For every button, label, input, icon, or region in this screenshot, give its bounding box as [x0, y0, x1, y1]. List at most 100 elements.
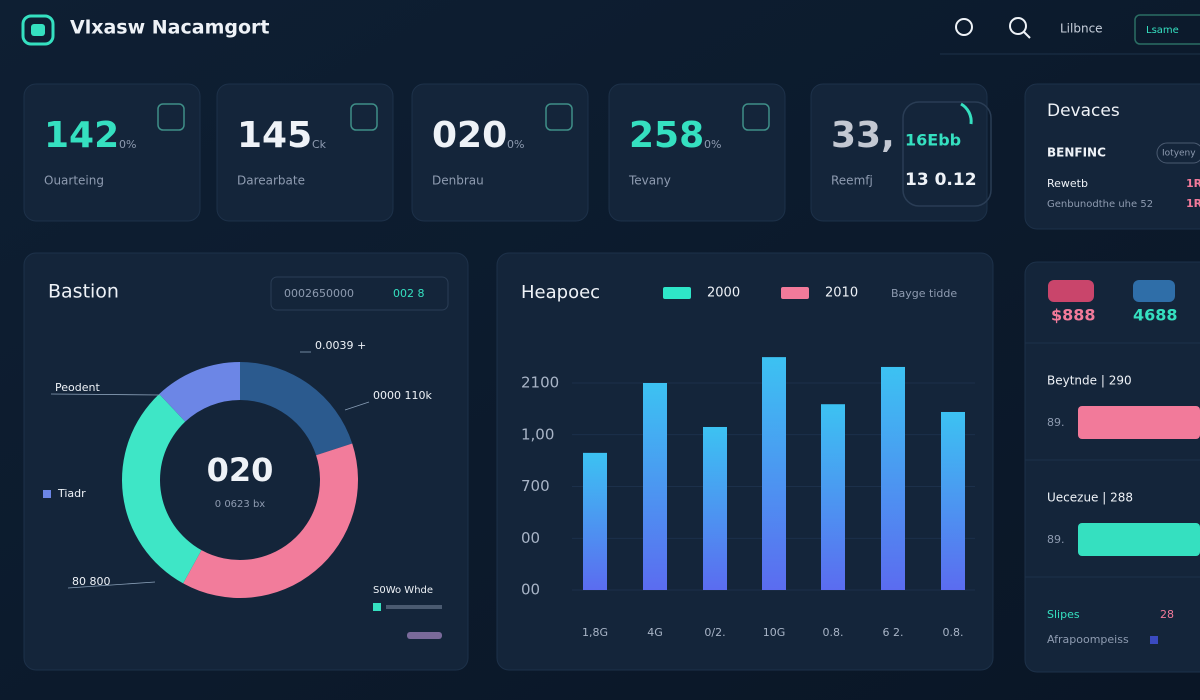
stat-label: Denbrau: [432, 174, 484, 188]
stat-arc: [960, 102, 973, 125]
summary-figure: 4688: [1133, 306, 1178, 325]
y-tick-label: 00: [521, 581, 540, 599]
user-name: Lilbnce: [1060, 22, 1103, 36]
bar: [583, 452, 607, 590]
annotation-swatch: [373, 603, 381, 611]
search-icon[interactable]: [1009, 17, 1027, 35]
logo: [21, 14, 55, 46]
stat-value: 258: [629, 115, 704, 156]
x-tick-label: 1,8G: [582, 626, 608, 639]
stat-label: Darearbate: [237, 174, 305, 188]
donut-label: 0.0039 +: [315, 339, 366, 352]
devices-pill: [1156, 142, 1200, 164]
stat-card: [411, 83, 589, 222]
device-name: Rewetb: [1047, 177, 1088, 190]
stat-unit: Ck: [312, 138, 327, 151]
donut-filter-value: 002 8: [393, 287, 425, 300]
stat-card: [23, 83, 201, 222]
stat-label: Tevany: [628, 174, 671, 188]
legend-swatch: [781, 287, 809, 299]
donut-label: Peodent: [55, 381, 100, 394]
leader-line: [67, 581, 156, 589]
devices-panel: [1024, 83, 1200, 230]
stat-icon: [350, 103, 378, 131]
logo-core: [31, 24, 45, 36]
stat-icon: [545, 103, 573, 131]
search-handle: [1023, 31, 1031, 39]
progress-label: Uecezue | 288: [1047, 491, 1133, 505]
legend-swatch: [663, 287, 691, 299]
progress-value: 89.: [1047, 533, 1065, 546]
devices-subtitle: BENFINC: [1047, 146, 1106, 160]
x-tick-label: 0/2.: [704, 626, 725, 639]
bar: [881, 366, 905, 590]
donut-annotation: S0Wo Whde: [373, 585, 433, 596]
progress-value: 89.: [1047, 416, 1065, 429]
footer-label: Slipes: [1047, 608, 1080, 621]
devices-title: Devaces: [1047, 101, 1120, 121]
donut-filter-text: 0002650000: [284, 287, 354, 300]
stat-card: [810, 83, 988, 222]
stat-card: [608, 83, 786, 222]
app-title: Vlxasw Nacamgort: [70, 17, 269, 39]
donut-center: 020: [207, 451, 274, 489]
legend-label: 2000: [707, 286, 740, 301]
bar-panel: [496, 252, 994, 671]
stat-label: Ouarteing: [44, 174, 104, 188]
bar: [821, 404, 845, 590]
stat-unit: 0%: [704, 138, 721, 151]
y-tick-label: 00: [521, 529, 540, 547]
footer-swatch: [1150, 636, 1158, 644]
stat-value: 142: [44, 115, 119, 156]
donut-label: 0000 110k: [373, 389, 432, 402]
progress-bar: [1078, 406, 1200, 439]
stat-label: Reemfj: [831, 174, 873, 188]
stat-value: 33,: [831, 115, 895, 156]
donut-panel: [23, 252, 469, 671]
annotation-swatch: [407, 632, 442, 639]
leader-line: [50, 393, 161, 396]
donut-segment: [121, 393, 202, 584]
devices-pill-label: Iotyeny: [1162, 149, 1196, 159]
x-tick-label: 0.8.: [823, 626, 844, 639]
x-tick-label: 10G: [763, 626, 786, 639]
clock-icon[interactable]: [955, 18, 973, 36]
stat-unit: 0%: [119, 138, 136, 151]
donut-annotation: Tiadr: [57, 487, 86, 500]
stat-icon: [742, 103, 770, 131]
bar: [941, 411, 965, 590]
progress-bar: [1078, 523, 1200, 556]
donut-filter[interactable]: [270, 276, 449, 311]
bar-title: Heapoec: [521, 282, 600, 303]
device-value: 1R: [1186, 197, 1200, 210]
summary-icon: [1048, 280, 1094, 302]
header-button[interactable]: [1134, 14, 1200, 45]
device-value: 1R: [1186, 177, 1200, 190]
bar: [762, 357, 786, 590]
x-tick-label: 4G: [647, 626, 663, 639]
y-tick-label: 1,00: [521, 425, 554, 443]
header-button-label: Lsame: [1146, 25, 1179, 36]
stat-unit: 16Ebb: [905, 131, 961, 150]
progress-label: Beytnde | 290: [1047, 374, 1132, 388]
footer-value: 28: [1160, 608, 1174, 621]
legend-note: Bayge tidde: [891, 287, 957, 300]
stat-ring: [902, 101, 992, 207]
x-tick-label: 0.8.: [943, 626, 964, 639]
stat-value: 145: [237, 115, 312, 156]
x-tick-label: 6 2.: [883, 626, 904, 639]
stat-value: 020: [432, 115, 507, 156]
stat-card: [216, 83, 394, 222]
donut-label: 80 800: [72, 575, 111, 588]
donut-segment: [159, 362, 240, 422]
annotation-swatch: [43, 490, 51, 498]
leader-line: [344, 401, 370, 411]
device-name: Genbunodthe uhe 52: [1047, 199, 1153, 210]
stat-extra: 13 0.12: [905, 170, 977, 190]
donut-center-sub: 0 0623 bx: [215, 499, 266, 510]
footer-label: Afrapoompeiss: [1047, 633, 1129, 646]
y-tick-label: 2100: [521, 374, 559, 392]
stat-icon: [157, 103, 185, 131]
